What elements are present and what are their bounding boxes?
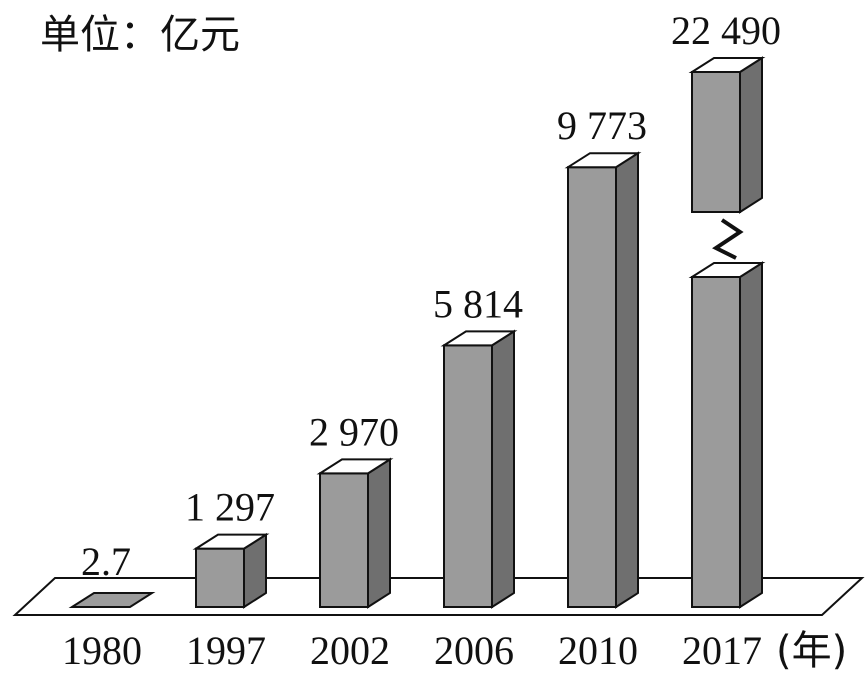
value-label: 2 970 bbox=[309, 409, 399, 454]
x-tick-label: 2006 bbox=[434, 628, 514, 673]
bar-side bbox=[739, 56, 763, 214]
x-tick-label: 2017 bbox=[682, 628, 762, 673]
bar bbox=[319, 472, 369, 608]
x-axis-label: (年) bbox=[776, 628, 847, 674]
bar-top bbox=[688, 57, 766, 73]
value-label: 2.7 bbox=[81, 539, 131, 584]
bar-top bbox=[688, 262, 766, 278]
bar-side bbox=[491, 329, 515, 609]
bar-side bbox=[739, 261, 763, 609]
x-tick-label: 1997 bbox=[186, 628, 266, 673]
value-label: 22 490 bbox=[671, 8, 781, 53]
bar bbox=[691, 71, 741, 213]
x-tick-label: 2010 bbox=[558, 628, 638, 673]
value-label: 5 814 bbox=[433, 281, 523, 326]
bar-top bbox=[192, 533, 270, 550]
bar bbox=[443, 344, 493, 608]
bar-top bbox=[440, 330, 518, 347]
bar bbox=[195, 547, 245, 609]
bar bbox=[68, 592, 156, 608]
bar-side bbox=[615, 151, 639, 609]
chart-title: 单位：亿元 bbox=[40, 12, 240, 58]
axis-break bbox=[712, 218, 744, 260]
bar-top bbox=[316, 458, 394, 475]
bar-top bbox=[564, 152, 642, 169]
x-tick-label: 1980 bbox=[62, 628, 142, 673]
bar-side bbox=[367, 457, 391, 609]
x-tick-label: 2002 bbox=[310, 628, 390, 673]
bar bbox=[567, 166, 617, 608]
value-label: 1 297 bbox=[185, 485, 275, 530]
value-label: 9 773 bbox=[557, 103, 647, 148]
bar bbox=[691, 276, 741, 608]
